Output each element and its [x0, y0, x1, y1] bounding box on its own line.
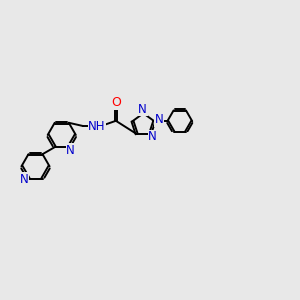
- Text: N: N: [66, 144, 75, 157]
- Text: N: N: [20, 173, 29, 186]
- Text: N: N: [154, 113, 163, 126]
- Text: O: O: [111, 96, 121, 109]
- Text: NH: NH: [88, 119, 106, 133]
- Text: N: N: [138, 103, 147, 116]
- Text: N: N: [148, 130, 157, 143]
